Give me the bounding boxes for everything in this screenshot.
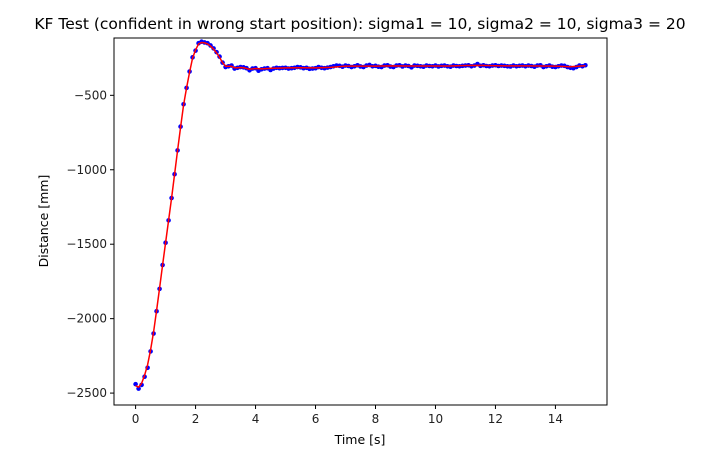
x-tick-label: 6 (312, 412, 320, 426)
plot-area (133, 39, 588, 391)
x-tick-label: 0 (132, 412, 140, 426)
y-tick-label: −500 (74, 88, 107, 102)
x-tick-label: 10 (428, 412, 443, 426)
x-tick-label: 4 (252, 412, 260, 426)
x-axis: 0 2 4 6 8 10 12 14 (132, 405, 563, 426)
measurement-series (133, 39, 588, 391)
y-axis: −2500 −2000 −1500 −1000 −500 (66, 88, 114, 400)
y-tick-label: −2000 (66, 312, 107, 326)
y-tick-label: −2500 (66, 386, 107, 400)
measurement-point (136, 386, 141, 391)
x-tick-label: 2 (192, 412, 200, 426)
plot-frame (113, 37, 608, 406)
y-tick-label: −1000 (66, 163, 107, 177)
x-tick-label: 14 (548, 412, 563, 426)
x-tick-label: 12 (488, 412, 503, 426)
estimate-line (135, 41, 586, 389)
x-tick-label: 8 (372, 412, 380, 426)
measurement-point (133, 381, 138, 387)
x-axis-label: Time [s] (334, 432, 386, 447)
chart-title: KF Test (confident in wrong start positi… (34, 15, 685, 33)
y-tick-label: −1500 (66, 237, 107, 251)
y-axis-label: Distance [mm] (36, 175, 51, 268)
